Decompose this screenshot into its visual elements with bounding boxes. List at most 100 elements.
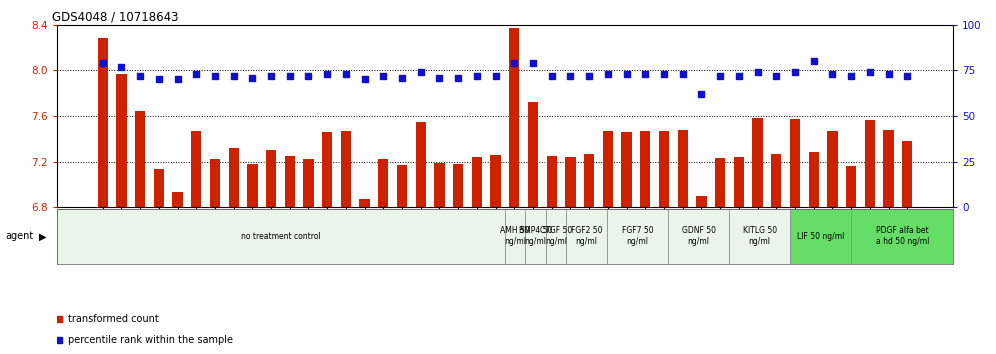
Text: agent: agent <box>5 231 33 241</box>
Text: CTGF 50
ng/ml: CTGF 50 ng/ml <box>540 226 572 246</box>
Bar <box>668 209 729 264</box>
Bar <box>415 122 426 207</box>
Bar <box>640 131 650 207</box>
Point <box>544 73 560 79</box>
Bar <box>172 192 182 207</box>
Bar <box>865 120 875 207</box>
Bar <box>285 156 295 207</box>
Text: LIF 50 ng/ml: LIF 50 ng/ml <box>797 232 845 241</box>
Bar <box>304 159 314 207</box>
Point <box>825 71 841 77</box>
Bar <box>191 131 201 207</box>
Bar <box>809 152 819 207</box>
Point <box>450 75 466 80</box>
Point <box>207 73 223 79</box>
Point <box>563 73 579 79</box>
Point <box>880 71 896 77</box>
Text: percentile rank within the sample: percentile rank within the sample <box>68 335 233 345</box>
Text: AMH 50
ng/ml: AMH 50 ng/ml <box>500 226 530 246</box>
Text: no treatment control: no treatment control <box>241 232 321 241</box>
Point <box>412 69 428 75</box>
Point <box>768 73 784 79</box>
Point <box>51 316 67 321</box>
Text: GDNF 50
ng/ml: GDNF 50 ng/ml <box>681 226 715 246</box>
Point <box>506 60 522 66</box>
Bar <box>134 112 145 207</box>
Bar <box>322 132 333 207</box>
Text: KITLG 50
ng/ml: KITLG 50 ng/ml <box>743 226 777 246</box>
Point <box>525 60 541 66</box>
Point <box>226 73 242 79</box>
Point <box>114 64 129 69</box>
Text: transformed count: transformed count <box>68 314 158 324</box>
Bar <box>228 148 239 207</box>
Bar <box>790 209 852 264</box>
Point <box>394 75 410 80</box>
Bar <box>622 132 631 207</box>
Point <box>150 76 166 82</box>
Point <box>95 60 111 66</box>
Bar <box>434 162 444 207</box>
Point <box>862 69 877 75</box>
Text: GDS4048 / 10718643: GDS4048 / 10718643 <box>52 11 179 24</box>
Bar <box>57 209 505 264</box>
Bar <box>846 166 857 207</box>
Bar <box>528 102 538 207</box>
Point <box>338 71 354 77</box>
Point <box>712 73 728 79</box>
Point <box>301 73 317 79</box>
Point <box>844 73 860 79</box>
Bar <box>566 209 607 264</box>
Point <box>674 71 690 77</box>
Point <box>244 75 260 80</box>
Point <box>431 75 447 80</box>
Point <box>750 69 766 75</box>
Bar <box>472 157 482 207</box>
Point <box>787 69 803 75</box>
Text: FGF7 50
ng/ml: FGF7 50 ng/ml <box>622 226 653 246</box>
Bar <box>752 118 763 207</box>
Bar <box>790 119 800 207</box>
Text: BMP4 50
ng/ml: BMP4 50 ng/ml <box>519 226 552 246</box>
Point <box>357 76 373 82</box>
Bar <box>566 157 576 207</box>
Text: FGF2 50
ng/ml: FGF2 50 ng/ml <box>571 226 603 246</box>
Point <box>693 91 709 97</box>
Point <box>582 73 598 79</box>
Bar <box>547 156 557 207</box>
Point <box>188 71 204 77</box>
Bar <box>607 209 668 264</box>
Bar <box>117 74 126 207</box>
Bar <box>852 209 953 264</box>
Point <box>169 76 185 82</box>
Bar <box>266 150 276 207</box>
Text: PDGF alfa bet
a hd 50 ng/ml: PDGF alfa bet a hd 50 ng/ml <box>875 226 929 246</box>
Point <box>488 73 504 79</box>
Point <box>731 73 747 79</box>
Point <box>132 73 148 79</box>
Point <box>263 73 279 79</box>
Bar <box>715 158 725 207</box>
Bar <box>509 28 520 207</box>
Point <box>320 71 336 77</box>
Bar <box>677 130 688 207</box>
Bar <box>453 164 463 207</box>
Point <box>899 73 915 79</box>
Bar <box>397 165 407 207</box>
Bar <box>360 199 370 207</box>
Bar <box>696 196 706 207</box>
Bar <box>98 39 108 207</box>
Bar <box>734 157 744 207</box>
Bar <box>584 154 595 207</box>
Bar <box>659 131 669 207</box>
Bar <box>603 131 613 207</box>
Point <box>806 58 822 64</box>
Bar <box>771 154 782 207</box>
Point <box>282 73 298 79</box>
Text: ▶: ▶ <box>39 231 47 241</box>
Point <box>375 73 391 79</box>
Bar <box>729 209 790 264</box>
Bar <box>490 155 501 207</box>
Point <box>600 71 616 77</box>
Bar <box>546 209 566 264</box>
